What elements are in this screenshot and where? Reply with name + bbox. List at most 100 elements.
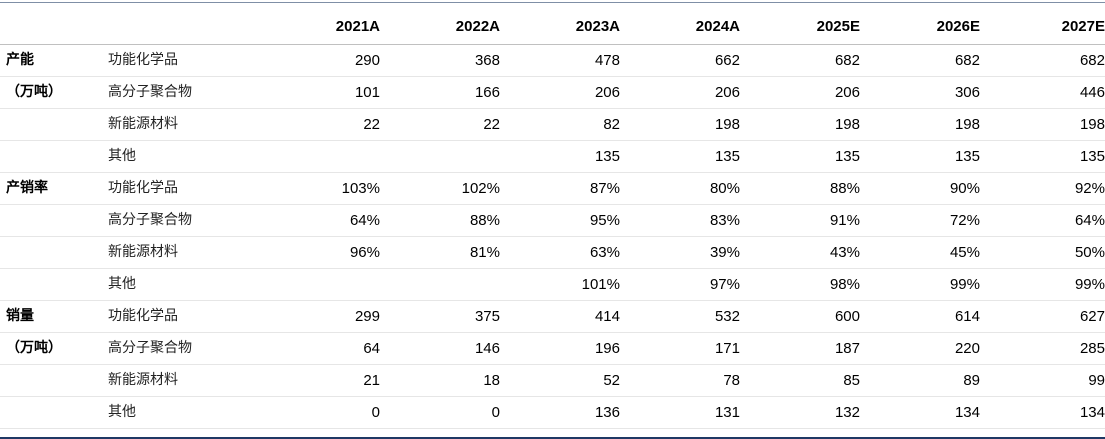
value-cell: 146 xyxy=(380,332,500,365)
row-group-label xyxy=(0,236,100,269)
value-cell: 206 xyxy=(500,76,620,109)
value-cell: 682 xyxy=(980,44,1105,77)
header-row: 2021A 2022A 2023A 2024A 2025E 2026E 2027E xyxy=(0,12,1105,45)
value-cell: 63% xyxy=(500,236,620,269)
value-cell: 88% xyxy=(380,204,500,237)
row-item-label: 新能源材料 xyxy=(100,364,260,397)
column-header: 2023A xyxy=(575,18,620,35)
value-cell: 135 xyxy=(620,140,740,173)
value-cell: 375 xyxy=(380,300,500,333)
value-cell: 99% xyxy=(980,268,1105,301)
table-row: 其他 135 135 135 135 135 xyxy=(0,140,1105,173)
row-item-label: 功能化学品 xyxy=(100,172,260,205)
row-item-label: 新能源材料 xyxy=(100,108,260,141)
row-item-label: 新能源材料 xyxy=(100,236,260,269)
value-cell: 682 xyxy=(860,44,980,77)
value-cell: 98% xyxy=(740,268,860,301)
value-cell: 662 xyxy=(620,44,740,77)
value-cell xyxy=(380,268,500,301)
value-cell: 134 xyxy=(860,396,980,429)
row-item-label: 其他 xyxy=(100,268,260,301)
row-group-label: （万吨） xyxy=(0,76,100,109)
value-cell: 368 xyxy=(380,44,500,77)
value-cell: 306 xyxy=(860,76,980,109)
column-header: 2024A xyxy=(695,18,740,35)
value-cell: 92% xyxy=(980,172,1105,205)
value-cell: 600 xyxy=(740,300,860,333)
value-cell: 99% xyxy=(860,268,980,301)
value-cell: 414 xyxy=(500,300,620,333)
header-blank-cell xyxy=(0,12,100,45)
column-header: 2026E xyxy=(936,18,980,35)
value-cell: 39% xyxy=(620,236,740,269)
row-item-label: 高分子聚合物 xyxy=(100,332,260,365)
value-cell: 132 xyxy=(740,396,860,429)
row-item-label: 其他 xyxy=(100,140,260,173)
value-cell xyxy=(260,140,380,173)
value-cell: 97% xyxy=(620,268,740,301)
value-cell: 43% xyxy=(740,236,860,269)
value-cell: 627 xyxy=(980,300,1105,333)
value-cell: 198 xyxy=(860,108,980,141)
row-group-label: 销量 xyxy=(0,300,100,333)
value-cell: 21 xyxy=(260,364,380,397)
value-cell: 614 xyxy=(860,300,980,333)
table-body: 产能 功能化学品 290 368 478 662 682 682 682 （万吨） 高分子聚合物 10… xyxy=(0,44,1105,429)
value-cell: 131 xyxy=(620,396,740,429)
table-row: 高分子聚合物 64% 88% 95% 83% 91% 72% 64% xyxy=(0,204,1105,237)
value-cell: 166 xyxy=(380,76,500,109)
value-cell: 682 xyxy=(740,44,860,77)
value-cell: 290 xyxy=(260,44,380,77)
table-row: 新能源材料 21 18 52 78 85 89 99 xyxy=(0,364,1105,397)
column-header: 2025E xyxy=(816,18,860,35)
row-item-label: 高分子聚合物 xyxy=(100,76,260,109)
value-cell: 81% xyxy=(380,236,500,269)
value-cell: 50% xyxy=(980,236,1105,269)
value-cell: 52 xyxy=(500,364,620,397)
value-cell: 285 xyxy=(980,332,1105,365)
table-row: （万吨） 高分子聚合物 101 166 206 206 206 306 446 xyxy=(0,76,1105,109)
value-cell: 198 xyxy=(620,108,740,141)
row-group-label xyxy=(0,396,100,429)
value-cell xyxy=(260,268,380,301)
row-group-label xyxy=(0,140,100,173)
value-cell: 45% xyxy=(860,236,980,269)
table-row: 销量 功能化学品 299 375 414 532 600 614 627 xyxy=(0,300,1105,333)
value-cell: 135 xyxy=(980,140,1105,173)
value-cell: 187 xyxy=(740,332,860,365)
value-cell: 220 xyxy=(860,332,980,365)
value-cell: 101 xyxy=(260,76,380,109)
value-cell: 135 xyxy=(740,140,860,173)
value-cell: 0 xyxy=(260,396,380,429)
bottom-rule xyxy=(0,437,1105,439)
value-cell: 135 xyxy=(860,140,980,173)
value-cell: 64% xyxy=(260,204,380,237)
value-cell: 0 xyxy=(380,396,500,429)
column-header: 2021A xyxy=(335,18,380,35)
column-header: 2027E xyxy=(1061,18,1105,35)
value-cell: 206 xyxy=(620,76,740,109)
value-cell: 80% xyxy=(620,172,740,205)
row-group-label xyxy=(0,204,100,237)
row-group-label xyxy=(0,108,100,141)
value-cell: 171 xyxy=(620,332,740,365)
value-cell: 135 xyxy=(500,140,620,173)
row-group-label: 产能 xyxy=(0,44,100,77)
top-rule xyxy=(0,2,1105,3)
value-cell xyxy=(380,140,500,173)
row-item-label: 其他 xyxy=(100,396,260,429)
table-row: 产能 功能化学品 290 368 478 662 682 682 682 xyxy=(0,44,1105,77)
value-cell: 198 xyxy=(980,108,1105,141)
value-cell: 72% xyxy=(860,204,980,237)
value-cell: 18 xyxy=(380,364,500,397)
value-cell: 85 xyxy=(740,364,860,397)
value-cell: 478 xyxy=(500,44,620,77)
value-cell: 82 xyxy=(500,108,620,141)
value-cell: 532 xyxy=(620,300,740,333)
value-cell: 99 xyxy=(980,364,1105,397)
value-cell: 196 xyxy=(500,332,620,365)
value-cell: 206 xyxy=(740,76,860,109)
value-cell: 446 xyxy=(980,76,1105,109)
value-cell: 198 xyxy=(740,108,860,141)
value-cell: 91% xyxy=(740,204,860,237)
